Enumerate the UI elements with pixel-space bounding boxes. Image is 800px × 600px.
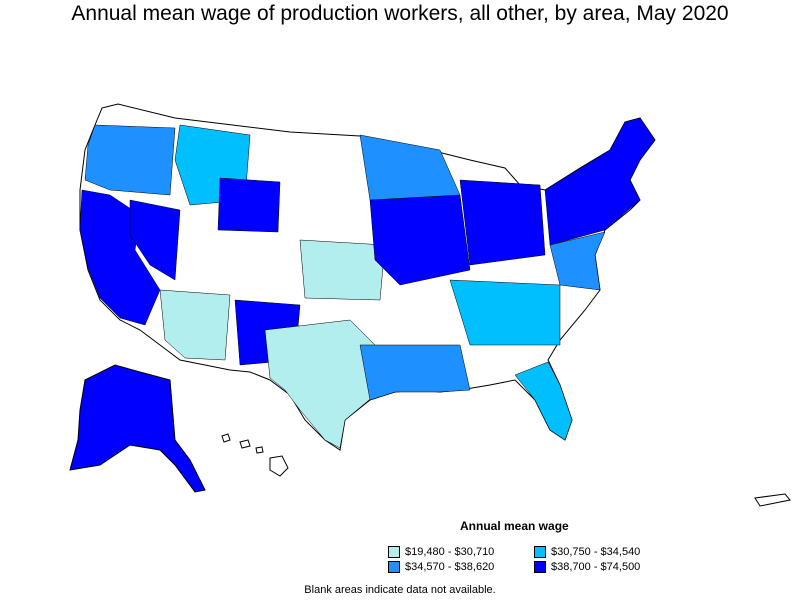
legend-label-2: $30,750 - $34,540 — [551, 546, 641, 558]
hawaii-islands — [221, 433, 289, 477]
texas-area — [264, 319, 381, 449]
plains-area — [299, 239, 386, 301]
legend-label-4: $38,700 - $74,500 — [551, 561, 641, 573]
nevada-area — [129, 199, 181, 281]
florida-area — [514, 361, 573, 441]
legend-item-1: $19,480 - $30,710 — [388, 546, 494, 558]
map-title: Annual mean wage of production workers, … — [71, 2, 729, 25]
mid-atlantic-area — [549, 231, 606, 291]
southeast-area — [449, 279, 561, 346]
oregon-washington-area — [84, 124, 176, 196]
wyoming-area — [217, 177, 281, 233]
gulf-coast-area — [359, 344, 471, 401]
area-fills — [79, 117, 656, 449]
blank-areas-note: Blank areas indicate data not available. — [304, 584, 496, 596]
upper-midwest-area — [359, 134, 461, 201]
legend-swatch-4 — [534, 561, 546, 573]
legend-swatch-2 — [534, 546, 546, 558]
legend-swatch-1 — [388, 546, 400, 558]
puerto-rico-outline — [754, 493, 791, 507]
northeast-area — [544, 117, 656, 246]
legend-label-1: $19,480 - $30,710 — [405, 546, 495, 558]
legend-title: Annual mean wage — [460, 519, 569, 533]
great-lakes-area — [459, 179, 546, 266]
legend-item-4: $38,700 - $74,500 — [534, 561, 640, 573]
alaska-outline — [69, 364, 206, 493]
legend-item-2: $30,750 - $34,540 — [534, 546, 640, 558]
legend-label-3: $34,570 - $38,620 — [405, 561, 495, 573]
legend-swatch-3 — [388, 561, 400, 573]
legend-item-3: $34,570 - $38,620 — [388, 561, 494, 573]
arizona-nm-area — [159, 289, 231, 361]
